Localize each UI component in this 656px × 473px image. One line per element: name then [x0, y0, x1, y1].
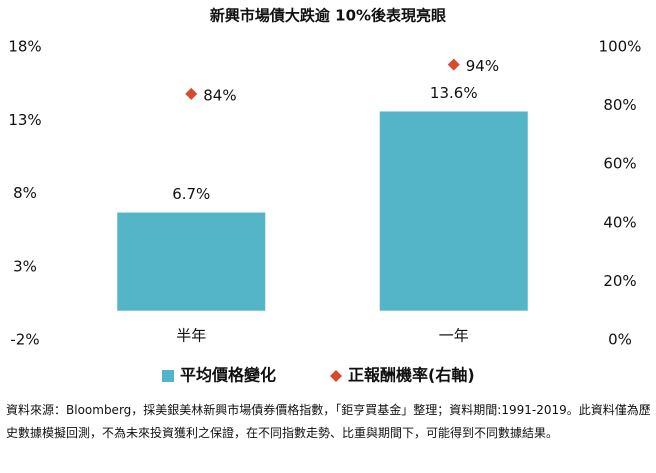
- y-tick-label: 13%: [8, 111, 41, 129]
- y-tick-label: 18%: [8, 38, 41, 56]
- diamond-marker: [185, 87, 198, 100]
- data-label: 94%: [466, 57, 499, 75]
- data-label: 84%: [203, 86, 236, 104]
- y-tick-label: 3%: [13, 257, 37, 275]
- chart: 新興市場債大跌逾 10%後表現亮眼 -2% 3% 8% 13% 18% 0% 20% 40% 6…: [8, 7, 642, 385]
- chart-title: 新興市場債大跌逾 10%後表現亮眼: [210, 7, 446, 25]
- legend-swatch: [330, 370, 342, 382]
- source-note: 資料來源：Bloomberg，採美銀美林新興市場債券價格指數，「鉅亨買基金」整理…: [6, 403, 651, 440]
- y2-tick-label: 80%: [603, 96, 636, 114]
- diamond-marker: [447, 58, 460, 71]
- y2-tick-label: 40%: [603, 213, 636, 231]
- y-tick-label: 8%: [13, 184, 37, 202]
- y-tick-label: -2%: [10, 331, 39, 349]
- bar: [117, 212, 266, 311]
- y2-tick-label: 60%: [603, 155, 636, 173]
- data-label: 6.7%: [172, 185, 210, 203]
- legend-label: 平均價格變化: [180, 366, 276, 385]
- bar: [379, 111, 528, 311]
- y2-tick-label: 0%: [608, 331, 632, 349]
- x-tick-label: 一年: [439, 327, 469, 345]
- x-tick-label: 半年: [176, 327, 206, 345]
- legend-swatch: [162, 370, 174, 382]
- y2-tick-label: 100%: [599, 38, 642, 56]
- legend-label: 正報酬機率(右軸): [348, 366, 475, 385]
- y2-tick-label: 20%: [603, 272, 636, 290]
- data-label: 13.6%: [430, 84, 478, 102]
